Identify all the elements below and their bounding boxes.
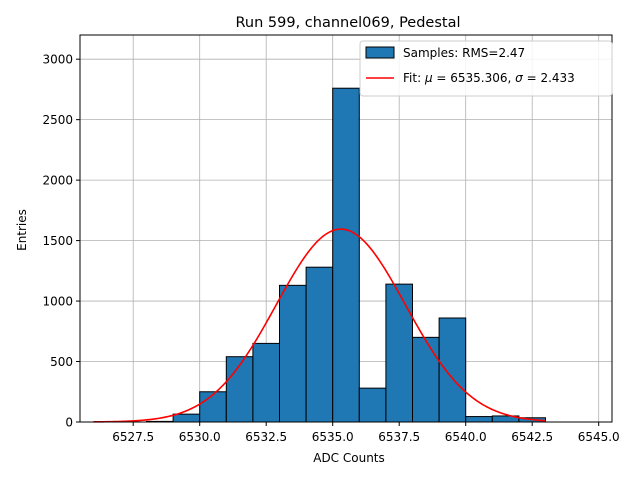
histogram-bar-4 [252,342,280,423]
x-tick-label-1: 6530.0 [179,430,221,444]
histogram-bars [146,87,547,423]
histogram-bar-9 [385,283,413,423]
legend-box [359,40,613,97]
y-tick-label-0: 0 [65,416,73,430]
x-tick-label-0: 6527.5 [112,430,154,444]
y-axis-label: Entries [15,209,29,251]
y-tick-label-2: 1000 [42,295,73,309]
x-tick-label-2: 6532.5 [245,430,287,444]
x-axis-label: ADC Counts [313,451,385,465]
histogram-bar-6 [305,266,334,423]
histogram-bar-8 [358,387,387,423]
histogram-bar-3 [225,356,254,423]
legend: Samples: RMS=2.47 Fit: μ = 6535.306, σ =… [359,40,613,97]
x-tick-label-3: 6535.0 [312,430,354,444]
gaussian-fit-line [93,228,546,423]
y-axis-ticks: 0 500 1000 1500 2000 2500 3000 [42,53,80,430]
fit-curve-group [93,228,546,423]
plot-frame [79,34,613,423]
histogram-bar-1 [172,413,201,423]
x-tick-label-7: 6545.0 [578,430,620,444]
x-tick-label-5: 6540.0 [445,430,487,444]
legend-samples-swatch [365,46,395,59]
x-axis-ticks: 6527.5 6530.0 6532.5 6535.0 6537.5 6540.0 6542… [112,422,620,444]
histogram-bar-11 [438,317,467,423]
y-tick-label-4: 2000 [42,174,73,188]
histogram-bar-2 [199,391,227,423]
chart-title: Run 599, channel069, Pedestal [235,15,460,31]
x-tick-label-4: 6537.5 [378,430,420,444]
y-tick-label-1: 500 [50,355,73,369]
y-tick-label-3: 1500 [42,234,73,248]
histogram-bar-12 [465,416,493,423]
y-tick-label-6: 3000 [42,53,73,67]
legend-samples-label: Samples: RMS=2.47 [403,46,525,60]
x-tick-label-6: 6542.5 [511,430,553,444]
y-tick-label-5: 2500 [42,113,73,127]
histogram-bar-10 [412,336,440,423]
histogram-bar-7 [332,87,360,423]
legend-fit-label: Fit: μ = 6535.306, σ = 2.433 [403,71,575,85]
histogram-bar-5 [279,284,307,423]
